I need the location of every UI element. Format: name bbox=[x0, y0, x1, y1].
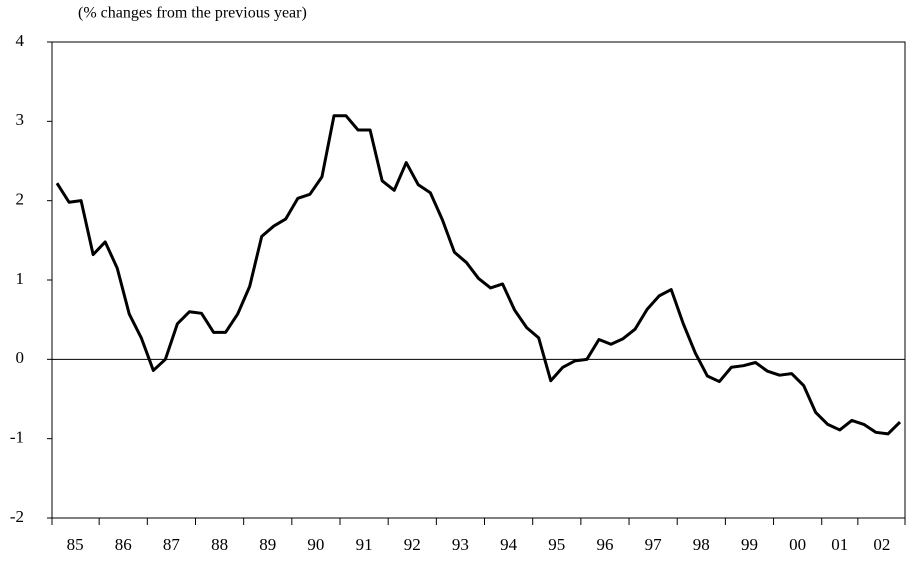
x-tick-label: 00 bbox=[789, 535, 806, 554]
x-tick-label: 98 bbox=[693, 535, 710, 554]
x-tick-label: 88 bbox=[211, 535, 228, 554]
axis-annotation: (% changes from the previous year) bbox=[78, 5, 307, 22]
x-tick-label: 93 bbox=[452, 535, 469, 554]
y-tick-label: 2 bbox=[16, 190, 25, 209]
y-tick-label: 0 bbox=[16, 348, 25, 367]
x-tick-label: 86 bbox=[115, 535, 132, 554]
x-tick-label: 87 bbox=[163, 535, 181, 554]
x-tick-label: 96 bbox=[596, 535, 613, 554]
x-tick-label: 02 bbox=[873, 535, 890, 554]
x-tick-label: 95 bbox=[548, 535, 565, 554]
x-tick-label: 97 bbox=[645, 535, 663, 554]
x-tick-label: 99 bbox=[741, 535, 758, 554]
x-tick-label: 89 bbox=[259, 535, 276, 554]
series-line bbox=[55, 114, 902, 436]
y-tick-label: 4 bbox=[16, 31, 25, 50]
x-tick-label: 90 bbox=[307, 535, 324, 554]
x-tick-label: 92 bbox=[404, 535, 421, 554]
y-tick-label: -2 bbox=[10, 507, 24, 526]
x-tick-label: 85 bbox=[67, 535, 84, 554]
y-tick-label: -1 bbox=[10, 428, 24, 447]
y-tick-label: 1 bbox=[16, 269, 25, 288]
x-tick-label: 01 bbox=[831, 535, 848, 554]
x-tick-label: 91 bbox=[356, 535, 373, 554]
y-tick-label: 3 bbox=[16, 110, 25, 129]
x-tick-label: 94 bbox=[500, 535, 518, 554]
